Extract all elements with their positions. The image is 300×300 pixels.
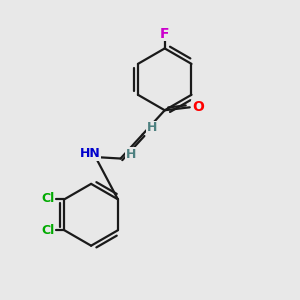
Text: HN: HN	[80, 147, 101, 160]
Text: H: H	[147, 122, 157, 134]
Text: H: H	[126, 148, 136, 160]
Text: Cl: Cl	[41, 224, 55, 237]
Text: F: F	[160, 27, 169, 41]
Text: O: O	[192, 100, 204, 114]
Text: Cl: Cl	[41, 192, 55, 205]
